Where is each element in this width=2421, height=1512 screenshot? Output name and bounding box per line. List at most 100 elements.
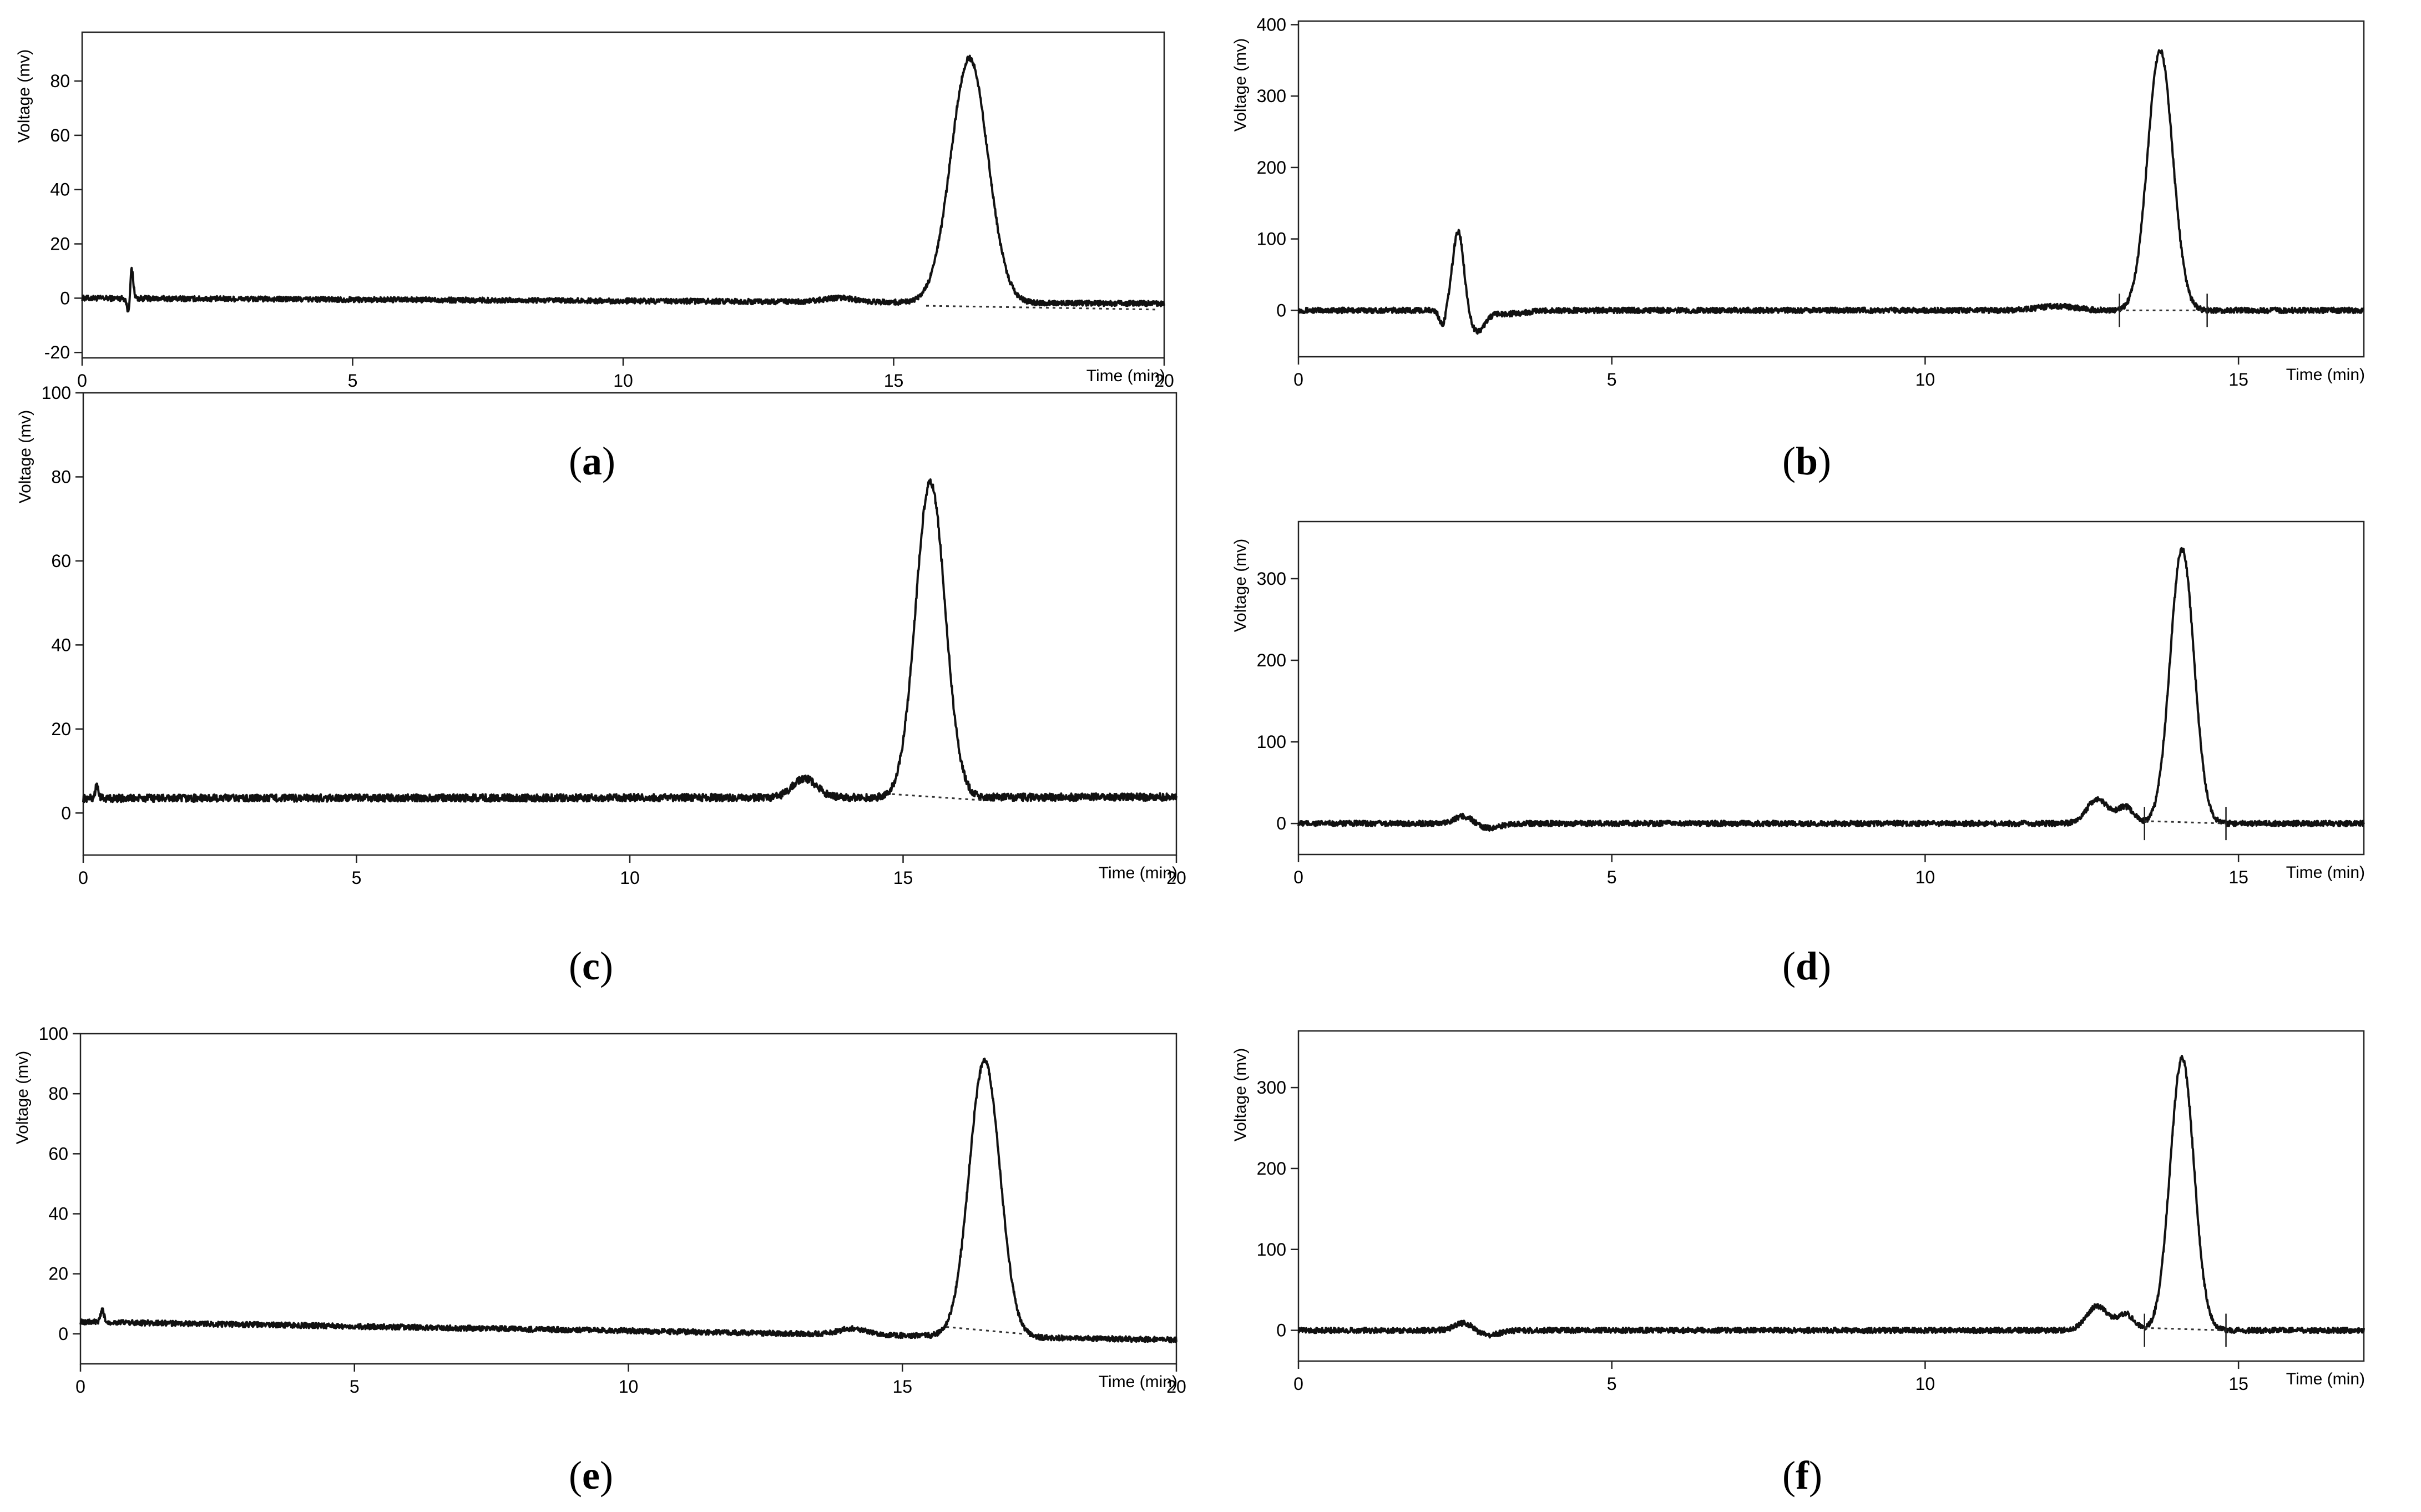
caption-letter: b xyxy=(1795,439,1818,483)
caption-letter: d xyxy=(1795,944,1818,988)
x-tick-label: 10 xyxy=(619,1377,639,1397)
caption-b: (b) xyxy=(1782,439,1832,483)
x-tick-label: 15 xyxy=(2228,867,2248,887)
y-tick-label: 100 xyxy=(1257,732,1286,752)
caption-d: (d) xyxy=(1782,944,1832,988)
y-tick-label: 100 xyxy=(1257,1240,1286,1260)
x-tick-label: 10 xyxy=(620,868,640,888)
y-tick-label: 200 xyxy=(1257,158,1286,178)
y-tick-label: 60 xyxy=(51,551,71,571)
y-tick-label: 20 xyxy=(48,1264,68,1284)
x-tick-label: 5 xyxy=(352,868,362,888)
x-tick-label: 15 xyxy=(893,868,913,888)
x-axis-label: Time (min) xyxy=(1086,367,1165,385)
caption-c: (c) xyxy=(569,944,613,988)
x-tick-label: 20 xyxy=(1154,371,1174,391)
x-tick-label: 10 xyxy=(613,371,633,391)
x-axis-label: Time (min) xyxy=(2286,366,2365,384)
signal-trace xyxy=(1297,49,2365,335)
caption-letter: a xyxy=(582,439,602,483)
integration-baseline xyxy=(2144,1327,2226,1332)
y-tick-label: 40 xyxy=(51,635,71,655)
x-tick-label: 5 xyxy=(348,371,358,391)
y-tick-label: 0 xyxy=(61,803,71,823)
y-tick-label: 0 xyxy=(1276,1321,1286,1341)
signal-trace xyxy=(1297,1055,2365,1339)
x-tick-label: 10 xyxy=(1915,1374,1935,1394)
x-axis-label: Time (min) xyxy=(1099,864,1177,882)
y-tick-label: 100 xyxy=(1257,229,1286,249)
y-tick-label: 60 xyxy=(50,125,70,145)
y-tick-label: 0 xyxy=(1276,300,1286,320)
caption-a: (a) xyxy=(569,439,615,483)
x-tick-label: 0 xyxy=(1293,1374,1303,1394)
caption-letter: e xyxy=(582,1453,600,1498)
x-tick-label: 0 xyxy=(75,1377,85,1397)
caption-e: (e) xyxy=(569,1453,613,1498)
x-tick-label: 5 xyxy=(1607,1374,1617,1394)
y-tick-label: 200 xyxy=(1257,1159,1286,1179)
integration-baseline xyxy=(892,793,985,802)
x-tick-label: 5 xyxy=(1607,867,1617,887)
x-tick-label: 20 xyxy=(1166,1377,1186,1397)
caption-letter: c xyxy=(582,944,600,988)
y-axis-label: Voltage (mv) xyxy=(1231,1048,1250,1141)
signal-trace xyxy=(1297,547,2365,832)
y-tick-label: 0 xyxy=(60,288,70,308)
y-tick-label: 200 xyxy=(1257,650,1286,670)
x-tick-label: 0 xyxy=(1293,370,1303,390)
y-tick-label: 400 xyxy=(1257,14,1286,34)
y-axis-label: Voltage (mv) xyxy=(15,49,33,143)
caption-letter: f xyxy=(1795,1453,1809,1498)
signal-trace xyxy=(82,478,1177,803)
x-tick-label: 15 xyxy=(892,1377,912,1397)
x-axis-label: Time (min) xyxy=(2286,1370,2365,1388)
plot-frame xyxy=(1297,1030,2365,1362)
y-tick-label: 300 xyxy=(1257,569,1286,589)
y-tick-label: 0 xyxy=(58,1324,68,1344)
plot-frame xyxy=(1297,520,2365,856)
x-axis-label: Time (min) xyxy=(1099,1373,1177,1391)
signal-trace xyxy=(79,1058,1177,1344)
y-axis-label: Voltage (mv) xyxy=(1231,539,1250,632)
y-tick-label: 60 xyxy=(48,1144,68,1164)
integration-baseline xyxy=(2144,820,2226,825)
x-axis-label: Time (min) xyxy=(2286,863,2365,882)
x-tick-label: 0 xyxy=(78,868,88,888)
y-tick-label: 40 xyxy=(50,180,70,200)
y-tick-label: -20 xyxy=(44,342,70,362)
y-tick-label: 80 xyxy=(48,1084,68,1104)
x-tick-label: 0 xyxy=(1293,867,1303,887)
y-tick-label: 100 xyxy=(42,383,71,403)
y-tick-label: 100 xyxy=(39,1024,68,1044)
y-tick-label: 40 xyxy=(48,1204,68,1224)
x-tick-label: 10 xyxy=(1915,867,1935,887)
plot-frame xyxy=(1297,20,2365,358)
y-axis-label: Voltage (mv) xyxy=(16,410,34,503)
y-tick-label: 20 xyxy=(50,234,70,254)
x-tick-label: 15 xyxy=(2228,370,2248,390)
caption-f: (f) xyxy=(1782,1453,1822,1498)
x-tick-label: 5 xyxy=(350,1377,360,1397)
y-tick-label: 0 xyxy=(1276,813,1286,833)
x-tick-label: 15 xyxy=(2228,1374,2248,1394)
y-axis-label: Voltage (mv) xyxy=(13,1051,32,1144)
y-tick-label: 80 xyxy=(51,467,71,487)
x-tick-label: 0 xyxy=(77,371,87,391)
y-tick-label: 300 xyxy=(1257,86,1286,106)
y-tick-label: 300 xyxy=(1257,1078,1286,1098)
x-tick-label: 20 xyxy=(1166,868,1186,888)
y-tick-label: 80 xyxy=(50,71,70,91)
x-tick-label: 5 xyxy=(1607,370,1617,390)
y-axis-label: Voltage (mv) xyxy=(1231,38,1250,132)
x-tick-label: 15 xyxy=(884,371,904,391)
y-tick-label: 20 xyxy=(51,719,71,739)
signal-trace xyxy=(81,54,1165,313)
x-tick-label: 10 xyxy=(1915,370,1935,390)
